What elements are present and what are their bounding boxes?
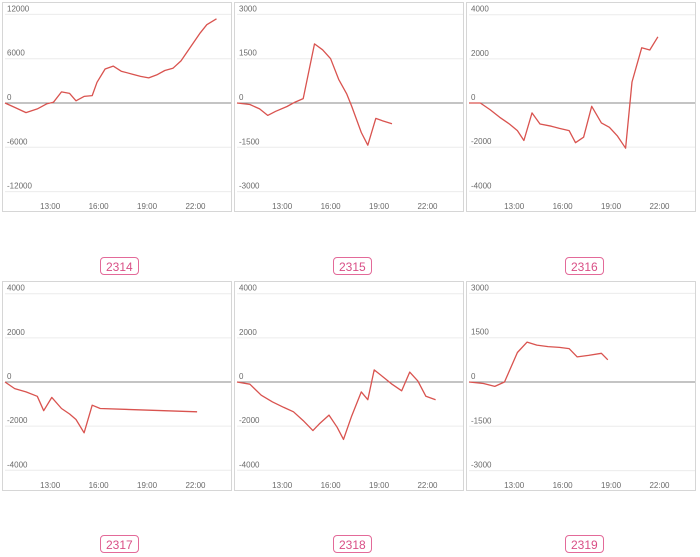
chart-title-2318: 2318 [333,535,372,553]
x-tick-label-2316-2: 19:00 [601,202,622,211]
chart-panel-2319: 3000 1500 0 -1500 -3000 13:00 16:00 19:00 22:00 [466,281,696,491]
series-line-2316-0 [469,36,659,149]
x-tick-label-2318-1: 16:00 [321,481,342,490]
chart-svg-2316: 4000 2000 0 -2000 -4000 13:00 16:00 19:00 22:00 [469,5,695,211]
chart-panel-2316: 4000 2000 0 -2000 -4000 13:00 16:00 19:00 22:00 [466,2,696,212]
x-tick-label-2315-3: 22:00 [417,202,438,211]
y-tick-label-2314-0: 12000 [7,4,30,13]
x-tick-label-2318-2: 19:00 [369,481,390,490]
x-tick-label-2317-2: 19:00 [137,481,158,490]
x-tick-label-2318-0: 13:00 [272,481,293,490]
chart-title-2316: 2316 [565,257,604,275]
x-tick-label-2316-0: 13:00 [504,202,525,211]
series-line-2317-0 [4,381,198,434]
y-tick-label-2315-4: -3000 [239,182,260,191]
y-tick-label-2317-4: -4000 [7,460,28,469]
x-tick-label-2314-0: 13:00 [40,202,61,211]
y-tick-label-2314-1: 6000 [7,49,25,58]
x-tick-label-2316-3: 22:00 [649,202,670,211]
y-tick-label-2316-1: 2000 [471,49,489,58]
y-tick-label-2318-0: 4000 [239,284,257,293]
chart-panel-2318: 4000 2000 0 -2000 -4000 13:00 16:00 19:00 22:00 [234,281,464,491]
chart-title-2315: 2315 [333,257,372,275]
series-line-2315-0 [236,43,393,146]
y-tick-label-2315-2: 0 [239,93,244,102]
y-tick-label-2318-2: 0 [239,372,244,381]
y-tick-label-2317-2: 0 [7,372,12,381]
chart-title-2314: 2314 [100,257,139,275]
y-tick-label-2319-2: 0 [471,372,476,381]
x-tick-label-2315-1: 16:00 [321,202,342,211]
y-tick-label-2315-0: 3000 [239,4,257,13]
chart-svg-2315: 3000 1500 0 -1500 -3000 13:00 16:00 19:00 22:00 [236,4,463,211]
y-tick-label-2319-1: 1500 [471,328,489,337]
y-tick-label-2319-4: -3000 [471,461,492,470]
x-tick-label-2314-1: 16:00 [89,202,110,211]
y-tick-label-2318-1: 2000 [239,328,257,337]
x-tick-label-2315-2: 19:00 [369,202,390,211]
x-tick-label-2319-0: 13:00 [504,481,525,490]
y-tick-label-2319-0: 3000 [471,283,489,292]
y-tick-label-2318-3: -2000 [239,416,260,425]
chart-title-2319: 2319 [565,535,604,553]
y-tick-label-2316-0: 4000 [471,5,489,14]
chart-svg-2317: 4000 2000 0 -2000 -4000 13:00 16:00 19:00 22:00 [4,284,231,490]
y-tick-label-2316-4: -4000 [471,181,492,190]
chart-title-2317: 2317 [100,535,139,553]
chart-panel-2315: 3000 1500 0 -1500 -3000 13:00 16:00 19:00 22:00 [234,2,464,212]
y-tick-label-2314-4: -12000 [7,182,32,191]
chart-panel-2317: 4000 2000 0 -2000 -4000 13:00 16:00 19:00 22:00 [2,281,232,491]
x-tick-label-2314-3: 22:00 [185,202,206,211]
x-tick-label-2319-3: 22:00 [649,481,670,490]
chart-svg-2314: 12000 6000 0 -6000 -12000 13:00 16:00 19:00 22:0… [4,4,231,211]
y-tick-label-2314-3: -6000 [7,137,28,146]
y-tick-label-2317-1: 2000 [7,328,25,337]
x-tick-label-2315-0: 13:00 [272,202,293,211]
x-tick-label-2317-0: 13:00 [40,481,61,490]
series-line-2314-0 [4,18,217,114]
x-tick-label-2317-3: 22:00 [185,481,206,490]
y-tick-label-2317-3: -2000 [7,416,28,425]
x-tick-label-2317-1: 16:00 [89,481,110,490]
y-tick-label-2319-3: -1500 [471,416,492,425]
y-tick-label-2314-2: 0 [7,93,12,102]
y-tick-label-2318-4: -4000 [239,460,260,469]
y-tick-label-2315-1: 1500 [239,49,257,58]
chart-svg-2319: 3000 1500 0 -1500 -3000 13:00 16:00 19:00 22:00 [468,283,695,490]
y-tick-label-2315-3: -1500 [239,137,260,146]
series-line-2318-0 [236,369,436,441]
x-tick-label-2314-2: 19:00 [137,202,158,211]
chart-panel-2314: 12000 6000 0 -6000 -12000 13:00 16:00 19:00 22:0… [2,2,232,212]
series-line-2319-0 [468,341,609,388]
y-tick-label-2317-0: 4000 [7,284,25,293]
y-tick-label-2316-2: 0 [471,93,476,102]
y-tick-label-2316-3: -2000 [471,137,492,146]
x-tick-label-2319-2: 19:00 [601,481,622,490]
x-tick-label-2318-3: 22:00 [417,481,438,490]
chart-svg-2318: 4000 2000 0 -2000 -4000 13:00 16:00 19:00 22:00 [236,284,463,490]
x-tick-label-2319-1: 16:00 [553,481,574,490]
x-tick-label-2316-1: 16:00 [553,202,574,211]
